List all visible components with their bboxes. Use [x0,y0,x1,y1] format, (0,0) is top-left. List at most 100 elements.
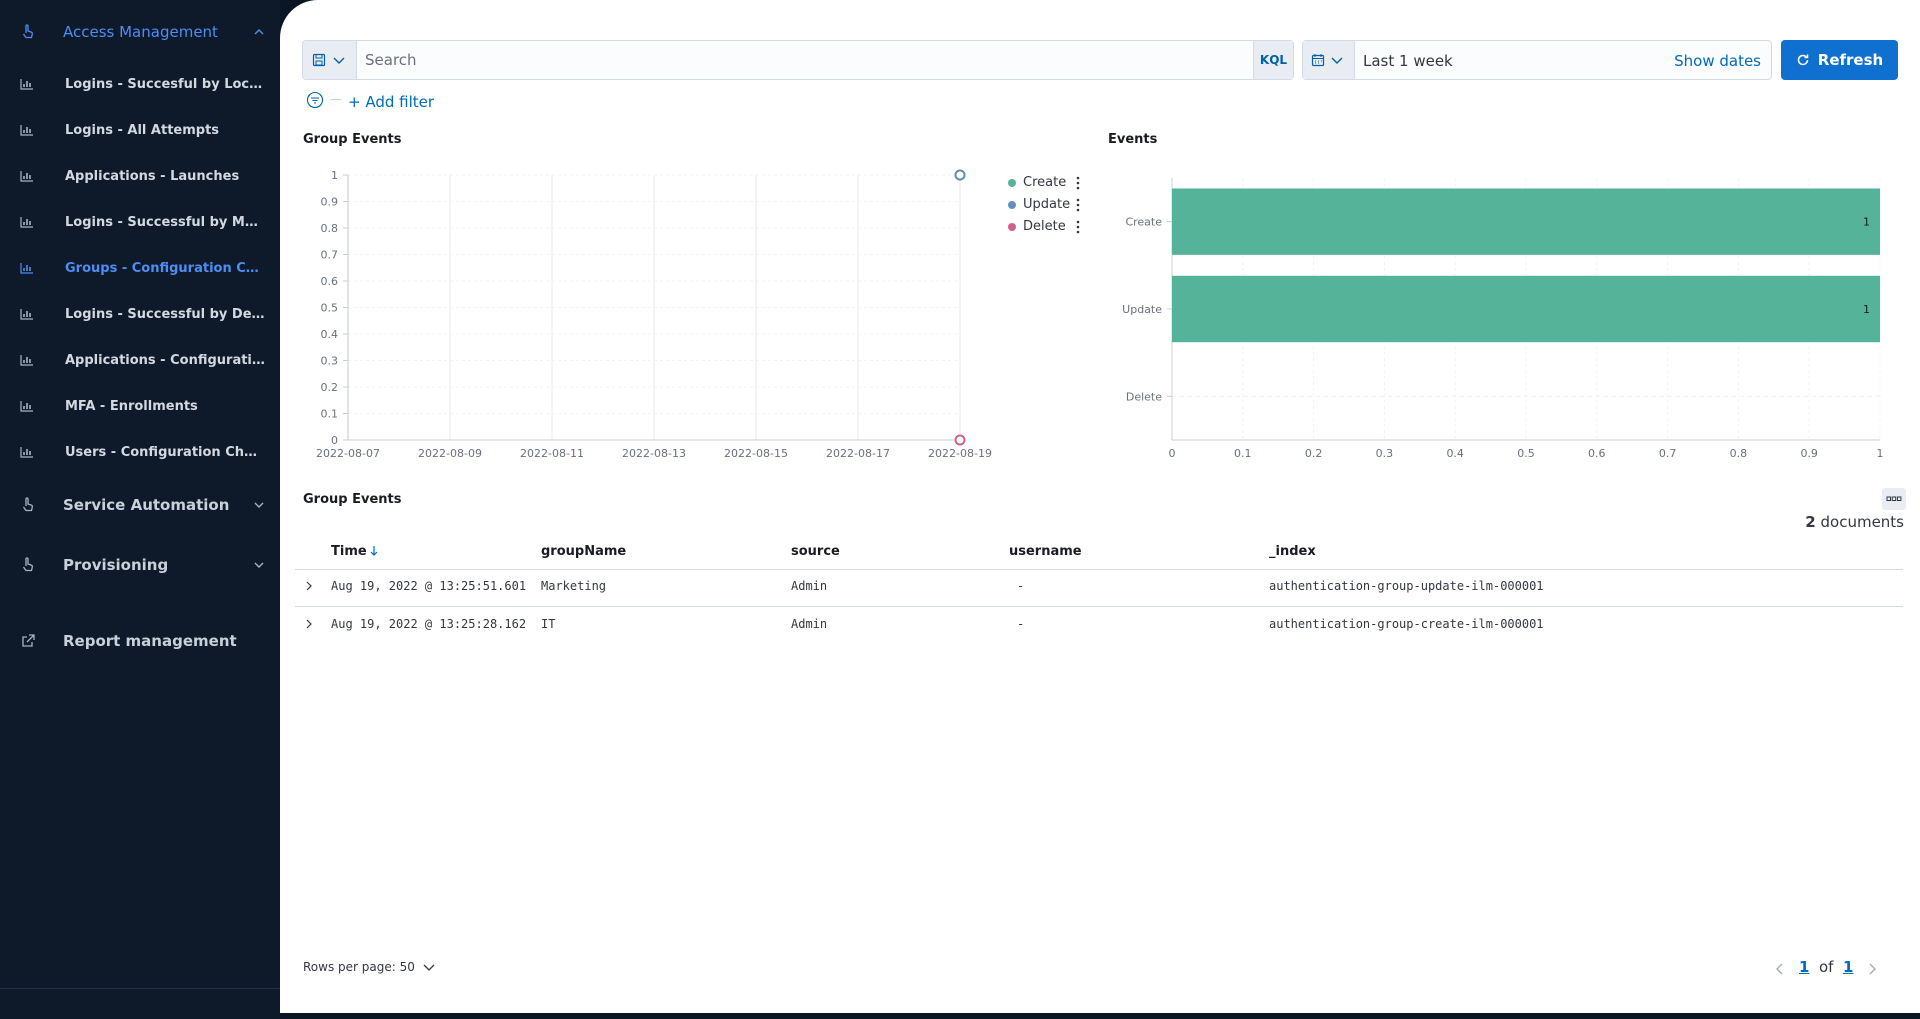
table-row[interactable] [295,608,1903,645]
page-current[interactable]: 1 [1799,958,1810,976]
refresh-button[interactable]: Refresh [1781,40,1898,80]
document-count-suffix: documents [1815,513,1905,531]
column-header[interactable]: username [1009,544,1082,559]
bar-value-label: 1 [1863,303,1870,316]
column-header-label: username [1009,544,1082,559]
x-tick-label: 2022-08-15 [724,447,788,460]
legend-item[interactable]: Update [1006,196,1086,214]
sidebar-item[interactable]: Logins - Successful by Device [0,294,280,334]
bar-value-label: 1 [1863,216,1870,229]
y-tick-label: 0.9 [321,196,339,209]
sidebar-item-label: Logins - Succesful by Location [65,76,265,92]
sidebar: Access Management Logins - Succesful by … [0,0,280,1019]
legend-label: Update [1023,197,1071,212]
bar-chart-icon [20,79,33,90]
table-header-divider [295,569,1903,570]
chevron-down-icon[interactable] [252,498,266,512]
table-row[interactable] [295,570,1903,607]
bar-chart-icon [20,125,33,136]
sidebar-item[interactable]: Applications - Launches [0,156,280,196]
legend-item[interactable]: Delete [1006,218,1086,236]
legend-swatch [1008,179,1016,187]
table-cell: IT [541,617,556,631]
y-tick-label: Update [1122,303,1162,316]
row-divider [295,606,1903,607]
nav-group-provisioning[interactable]: Provisioning [0,555,280,575]
data-point-delete[interactable] [954,434,966,446]
next-page-icon[interactable] [1866,962,1878,976]
bar-update[interactable] [1172,275,1880,343]
data-point-update[interactable] [954,169,966,181]
y-tick-label: Delete [1126,390,1162,403]
document-count: 2 documents [1805,513,1904,531]
x-tick-label: 0.3 [1376,447,1394,460]
kql-toggle[interactable]: KQL [1253,41,1293,79]
table-cell: - [1017,579,1025,593]
previous-page-icon[interactable] [1774,962,1786,976]
sidebar-item[interactable]: Applications - Configuration C... [0,340,280,380]
sidebar-item[interactable]: Logins - Succesful by Location [0,64,280,104]
column-header[interactable]: source [791,544,840,559]
nav-group-label: Access Management [63,23,218,41]
table-options-button[interactable] [1882,488,1906,510]
sidebar-item[interactable]: Groups - Configuration Changes [0,248,280,288]
bar-chart-icon [20,401,33,412]
rows-per-page-selector[interactable]: Rows per page: 50 [303,960,435,974]
bar-create[interactable] [1172,188,1880,255]
sidebar-item[interactable]: Logins - Successful by MFA m... [0,202,280,242]
line-chart: 0 0.1 0.2 0.3 0.4 0.5 0.6 0.7 0.8 0.9 1 2022-08-07 2… [316,169,992,460]
search-input[interactable] [365,41,1225,79]
y-tick-label: 0.8 [321,222,339,235]
column-header[interactable]: _index [1269,544,1316,559]
legend-options-icon[interactable] [1076,198,1080,212]
nav-group-access-management[interactable]: Access Management [0,22,280,42]
y-tick-label: 0.3 [321,355,339,368]
table-cell: - [1017,617,1025,631]
nav-group-service-automation[interactable]: Service Automation [0,495,280,515]
sidebar-item-label: Groups - Configuration Changes [65,260,265,276]
query-bar: KQL [302,40,1294,80]
x-tick-label: 1 [1877,447,1884,460]
table-title: Group Events [303,492,402,507]
column-header[interactable]: groupName [541,544,626,559]
sidebar-item[interactable]: Users - Configuration Changes [0,432,280,472]
nav-label: Report management [63,632,237,650]
sidebar-item[interactable]: Logins - All Attempts [0,110,280,150]
legend-label: Delete [1023,219,1066,234]
filter-icon[interactable] [306,91,324,109]
bar-chart-icon [20,309,33,320]
legend-label: Create [1023,175,1067,190]
y-tick-label: 0.1 [321,408,339,421]
sort-descending-icon [370,546,378,556]
sidebar-item-label: Logins - All Attempts [65,122,220,138]
bottom-edge [280,1013,1920,1019]
table-cell: Admin [791,617,828,631]
main-panel [280,0,1920,1019]
page-total[interactable]: 1 [1843,958,1854,976]
legend-options-icon[interactable] [1076,220,1080,234]
nav-report-management[interactable]: Report management [0,631,280,651]
chevron-down-icon [1331,57,1343,64]
expand-row-icon[interactable] [303,618,315,630]
external-link-icon [22,634,35,647]
saved-query-button[interactable] [303,41,357,79]
date-range-value[interactable]: Last 1 week [1363,52,1453,70]
quick-date-button[interactable] [1303,41,1355,79]
x-tick-label: 2022-08-07 [316,447,380,460]
x-tick-label: 0.4 [1446,447,1464,460]
chevron-up-icon[interactable] [252,25,266,39]
x-tick-label: 0.5 [1517,447,1535,460]
legend-options-icon[interactable] [1076,176,1080,190]
legend-item[interactable]: Create [1006,174,1086,192]
nav-group-label: Provisioning [63,556,169,574]
column-header[interactable]: Time [331,544,379,559]
show-dates-link[interactable]: Show dates [1674,52,1761,70]
add-filter-button[interactable]: + Add filter [348,93,435,111]
bar-chart: 0 0.1 0.2 0.3 0.4 0.5 0.6 0.7 0.8 0.9 1 Create 1 Upda… [1122,178,1884,460]
expand-row-icon[interactable] [303,580,315,592]
x-tick-label: 2022-08-11 [520,447,584,460]
sidebar-item[interactable]: MFA - Enrollments [0,386,280,426]
legend-swatch [1008,223,1016,231]
table-cell: Aug 19, 2022 @ 13:25:28.162 [331,617,527,631]
chevron-down-icon[interactable] [252,558,266,572]
